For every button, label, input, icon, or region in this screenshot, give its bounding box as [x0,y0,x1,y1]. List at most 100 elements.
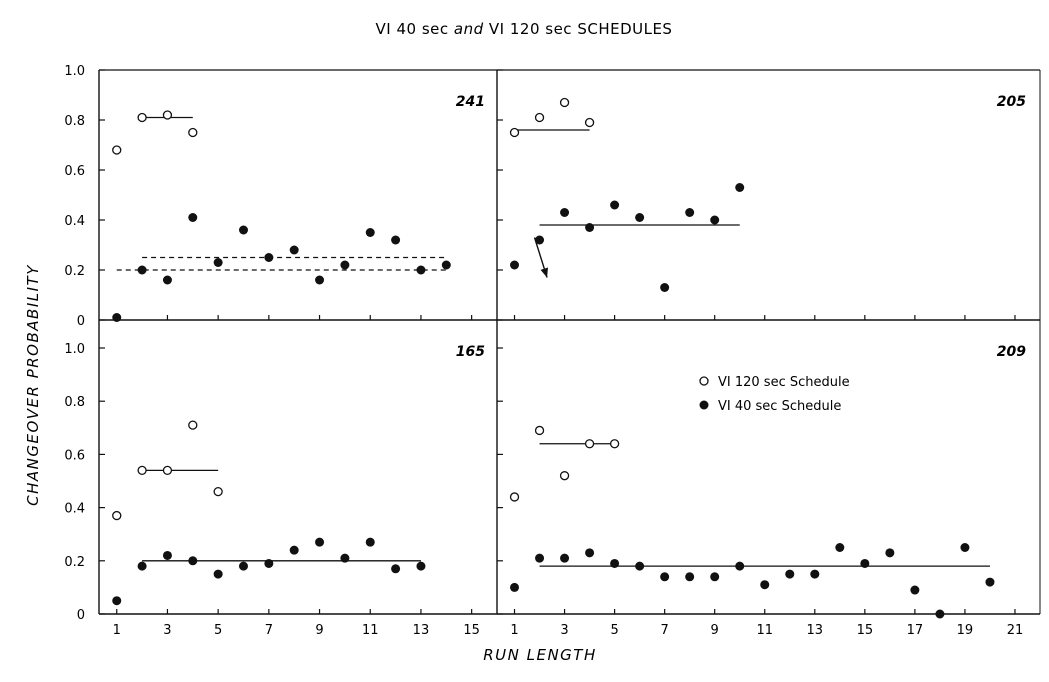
y-tick-label: 0 [77,314,85,329]
vi120-point [213,486,223,497]
legend-filled-circle-marker [699,400,709,410]
vi120-point [162,465,173,476]
vi120-point [534,112,545,123]
vi40-point [365,228,375,237]
vi40-point [710,215,720,225]
vi40-point [162,275,172,285]
x-tick-label: 3 [560,623,568,638]
vi40-point [785,569,795,579]
panel-id-label: 165 [456,344,485,360]
vi120-point [188,127,198,138]
vi40-point [238,225,248,235]
vi40-point [391,564,401,574]
x-tick-label: 5 [214,623,222,638]
x-tick-label: 17 [907,623,924,638]
vi40-point [685,208,695,217]
vi40-point [112,596,122,606]
vi40-point [365,537,375,547]
vi120-point [559,97,570,108]
y-tick-labels-bottom: 0 0.2 0.4 0.6 0.8 1.0 [64,342,85,623]
x-tick-label: 9 [315,623,323,638]
vi120-point [188,420,198,430]
x-tick-label: 11 [362,623,379,638]
vi40-point [137,561,147,571]
panel-id-label: 205 [997,94,1026,110]
vi40-point [416,561,426,571]
vi40-point [535,235,545,245]
vi40-point [340,260,350,270]
x-tick-label: 9 [711,623,719,638]
vi40-point [585,223,595,232]
panel-id-label: 241 [456,94,485,110]
vi40-point [188,213,198,222]
vi120-point [112,145,122,155]
vi40-point [660,283,670,292]
vi120-point [534,425,545,436]
vi40-point [935,609,945,619]
vi40-point [315,275,325,285]
vi40-point [835,543,845,552]
vi120-point [584,439,595,449]
vi40-point [635,213,645,222]
vi40-point [213,569,223,579]
x-tick-label: 7 [265,623,273,638]
vi40-point [315,537,325,547]
legend-label-vi40: VI 40 sec Schedule [718,399,841,414]
legend-label-vi120: VI 120 sec Schedule [718,375,850,390]
x-tick-label: 1 [510,623,518,638]
vi120-point [137,112,147,123]
chart-title: VI 40 sec and VI 120 sec SCHEDULES [376,20,673,38]
vi40-point [735,561,745,571]
vi40-point [510,582,520,592]
vi40-point [213,258,223,267]
y-tick-label: 1.0 [64,342,85,357]
x-tick-label: 13 [413,623,430,638]
vi40-point [585,548,595,558]
vi120-point [509,492,520,502]
y-tick-label: 0.2 [64,264,85,279]
title-part-3: VI 120 sec SCHEDULES [484,20,673,38]
title-part-1: VI 40 sec [376,20,454,38]
arrow-head [540,267,549,278]
vi40-point [264,253,274,262]
vi120-point [162,110,173,120]
x-tick-label: 21 [1007,623,1024,638]
vi40-point [289,545,299,555]
vi40-point [510,260,520,270]
vi40-point [560,553,570,563]
y-tick-label: 1.0 [64,64,85,79]
legend-open-circle-marker [699,376,709,386]
panel-id-label: 209 [997,344,1026,360]
vi40-point [885,548,895,558]
vi120-point [559,471,570,481]
vi40-point [660,572,670,582]
x-tick-label: 3 [163,623,171,638]
vi40-point [535,553,545,563]
vi40-point [340,553,350,563]
y-tick-label: 0.8 [64,395,85,410]
y-tick-label: 0.2 [64,555,85,570]
vi40-point [162,550,172,560]
vi40-point [289,245,299,255]
x-axis-label: RUN LENGTH [483,646,597,664]
vi120-point [584,117,595,128]
vi40-point [441,260,451,270]
vi40-point [985,577,995,587]
panel-241: 241 [98,69,497,322]
vi40-point [391,235,401,245]
vi40-point [735,183,745,192]
y-axis-label: CHANGEOVER PROBABILITY [24,264,42,506]
x-tick-label: 1 [113,623,121,638]
vi40-point [112,313,122,322]
y-tick-label: 0.6 [64,448,85,463]
x-tick-label: 19 [957,623,974,638]
y-tick-label: 0.6 [64,164,85,179]
x-tick-label: 15 [857,623,874,638]
panel-205: 205 [496,69,1041,321]
vi40-point [810,569,820,579]
x-tick-label: 13 [807,623,824,638]
vi40-point [910,585,920,595]
vi40-point [264,558,274,568]
